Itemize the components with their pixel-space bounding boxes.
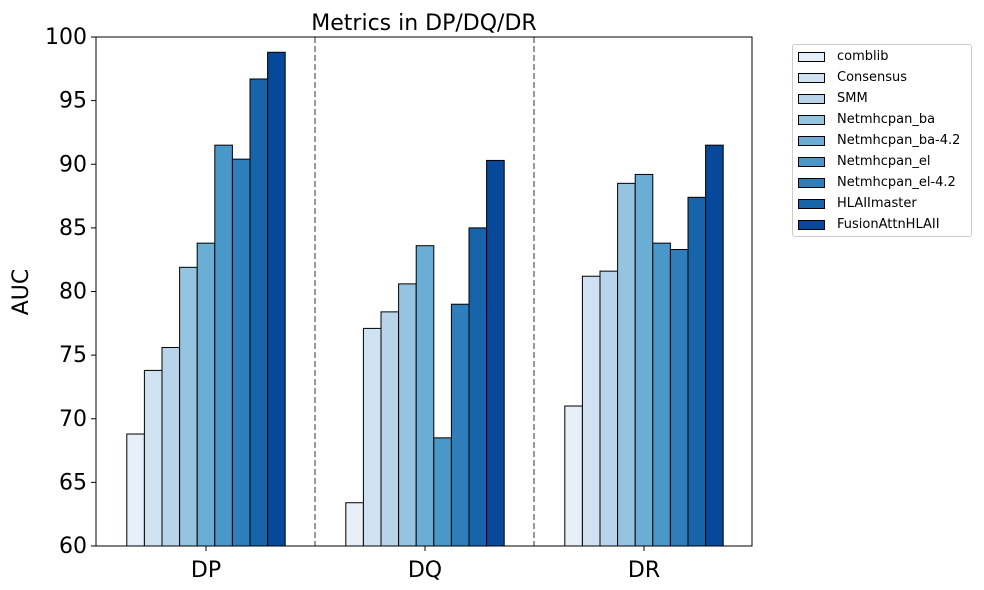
chart-legend: comblib Consensus SMM Netmhcpan_ba Netmhcpan… <box>792 44 972 237</box>
bar-dp-comblib <box>126 433 145 547</box>
y-tick-label-80: 80 <box>59 280 87 305</box>
bar-dp-hlaiimaster <box>249 78 269 547</box>
bar-dr-netmhcpan-el <box>652 242 671 547</box>
y-tick-label-90: 90 <box>59 152 87 177</box>
bar-dq-comblib <box>345 502 364 547</box>
bar-dr-netmhcpan-ba-4-2 <box>634 173 654 547</box>
bar-dp-netmhcpan-el <box>214 144 233 547</box>
bar-dp-netmhcpan-el-4-2 <box>231 158 251 547</box>
legend-label: comblib <box>837 49 889 64</box>
bar-dp-netmhcpan-ba-4-2 <box>196 242 216 547</box>
legend-swatch <box>798 136 825 146</box>
bar-dq-consensus <box>362 327 382 547</box>
legend-item-comblib: comblib <box>793 47 971 68</box>
legend-item-netmhcpan-el: Netmhcpan_el <box>793 152 971 173</box>
legend-item-consensus: Consensus <box>793 68 971 89</box>
x-tick-label-dq: DQ <box>408 558 442 583</box>
legend-swatch <box>798 157 825 167</box>
legend-item-netmhcpan-el-4-2: Netmhcpan_el-4.2 <box>793 173 971 194</box>
y-tick-label-65: 65 <box>59 470 87 495</box>
legend-swatch <box>798 199 825 209</box>
y-axis-label: AUC <box>9 269 34 316</box>
group-dividers <box>314 37 535 546</box>
bar-dr-hlaiimaster <box>687 196 707 547</box>
plot-frame <box>95 36 753 547</box>
legend-label: SMM <box>837 91 868 106</box>
legend-label: Netmhcpan_el-4.2 <box>837 175 956 190</box>
bar-dr-netmhcpan-el-4-2 <box>669 249 689 547</box>
legend-item-netmhcpan-ba-4-2: Netmhcpan_ba-4.2 <box>793 131 971 152</box>
legend-swatch <box>798 115 825 125</box>
legend-label: Netmhcpan_ba-4.2 <box>837 133 961 148</box>
legend-item-fusionattnhlaii: FusionAttnHLAII <box>793 215 971 236</box>
bar-dr-fusionattnhlaii <box>705 144 724 547</box>
legend-label: Netmhcpan_el <box>837 154 931 169</box>
bar-dq-hlaiimaster <box>468 227 488 547</box>
y-tick-label-85: 85 <box>59 216 87 241</box>
bars-group <box>126 51 724 547</box>
x-axis-ticks: DP DQ DR <box>191 546 660 583</box>
bar-dq-netmhcpan-ba-4-2 <box>415 245 435 547</box>
legend-item-hlaiimaster: HLAIImaster <box>793 194 971 215</box>
legend-swatch <box>798 220 825 230</box>
bar-dr-smm <box>599 270 619 547</box>
legend-swatch <box>798 73 825 83</box>
bar-dr-consensus <box>581 275 601 547</box>
x-tick-label-dr: DR <box>628 558 660 583</box>
legend-label: FusionAttnHLAII <box>837 217 940 232</box>
legend-label: Consensus <box>837 70 908 85</box>
legend-swatch <box>798 94 825 104</box>
bar-dq-netmhcpan-ba <box>398 283 417 547</box>
y-tick-label-60: 60 <box>59 534 87 559</box>
legend-swatch <box>798 52 825 62</box>
bar-dr-comblib <box>564 405 583 547</box>
bar-dq-netmhcpan-el-4-2 <box>450 303 470 547</box>
y-tick-label-95: 95 <box>59 89 87 114</box>
bar-dp-netmhcpan-ba <box>179 266 198 547</box>
bar-dq-smm <box>380 311 400 547</box>
bar-dp-smm <box>161 346 181 547</box>
bar-dp-consensus <box>143 369 163 547</box>
legend-item-netmhcpan-ba: Netmhcpan_ba <box>793 110 971 131</box>
legend-label: HLAIImaster <box>837 196 917 211</box>
legend-item-smm: SMM <box>793 89 971 110</box>
y-tick-label-100: 100 <box>45 25 87 50</box>
bar-dr-netmhcpan-ba <box>617 182 636 547</box>
bar-dq-fusionattnhlaii <box>486 159 505 547</box>
chart-title: Metrics in DP/DQ/DR <box>311 11 536 36</box>
y-axis-ticks: 60 65 70 75 80 85 90 95 100 <box>45 25 96 559</box>
y-tick-label-75: 75 <box>59 343 87 368</box>
legend-swatch <box>798 178 825 188</box>
x-tick-label-dp: DP <box>191 558 221 583</box>
legend-label: Netmhcpan_ba <box>837 112 936 127</box>
bar-dq-netmhcpan-el <box>433 437 452 547</box>
y-tick-label-70: 70 <box>59 407 87 432</box>
bar-dp-fusionattnhlaii <box>267 51 286 547</box>
